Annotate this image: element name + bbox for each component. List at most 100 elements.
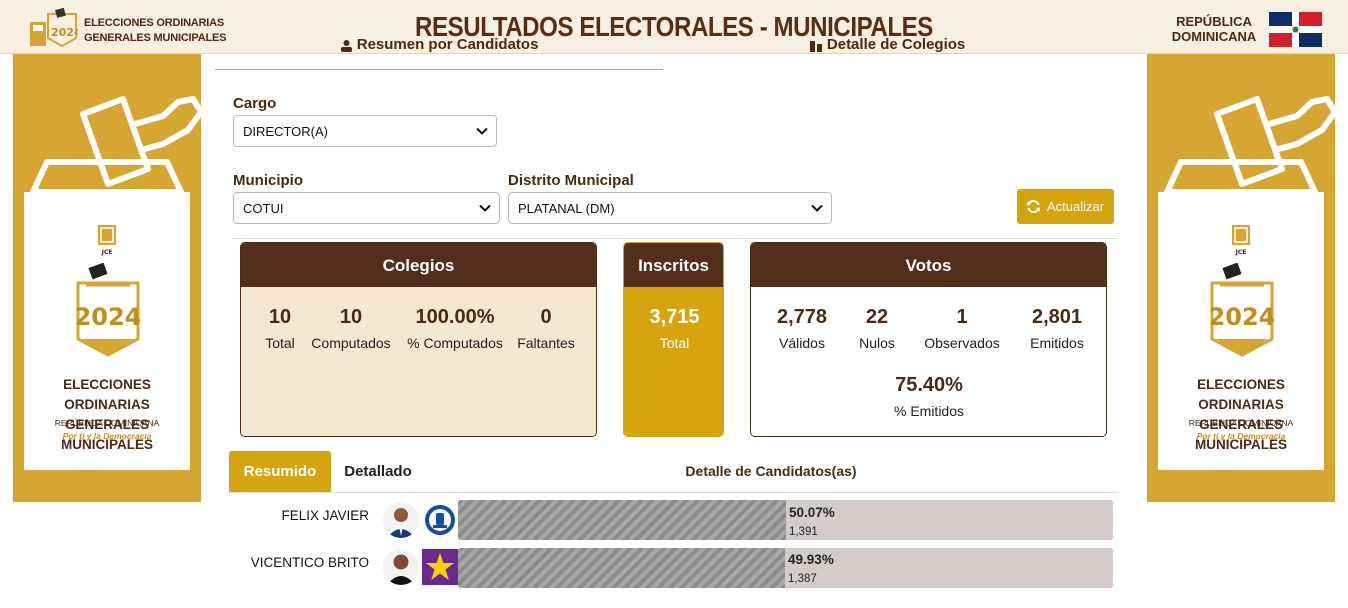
tab-detalle-colegios-label: Detalle de Colegios	[809, 36, 966, 56]
chevron-down-icon	[811, 204, 823, 212]
stat-value: 1	[956, 306, 968, 328]
section-divider	[233, 238, 1117, 239]
country-line1: REPÚBLICA	[1176, 14, 1252, 29]
side-banner-title: ELECCIONES ORDINARIAS GENERALES MUNICIPA…	[24, 375, 190, 455]
stat-value: 10	[268, 306, 292, 328]
svg-text:JCE: JCE	[101, 249, 113, 256]
party-seal-icon	[422, 502, 458, 538]
stat-label: % Computados	[407, 335, 503, 351]
stat-label: Faltantes	[517, 335, 575, 351]
refresh-icon	[1027, 200, 1040, 213]
municipio-select[interactable]: COTUI	[233, 192, 500, 224]
jce-logo-icon: JCE	[1232, 225, 1250, 256]
candidate-name: FELIX JAVIER	[281, 508, 369, 523]
svg-text:2024: 2024	[51, 26, 78, 39]
candidate-bar-fill	[458, 548, 786, 588]
page-title: RESULTADOS ELECTORALES - MUNICIPALES	[415, 11, 933, 42]
chevron-down-icon	[476, 127, 488, 135]
distrito-select-value: PLATANAL (DM)	[518, 201, 615, 216]
side-banner-card: JCE 2024 ELECCIONES ORDINARIAS GENERALES…	[1158, 197, 1324, 470]
jce-logo-icon: JCE	[98, 225, 116, 256]
side-banner-slogan: Por ti y la Democracia	[1196, 431, 1286, 441]
election-2024-logo-icon: 2024	[1210, 263, 1274, 357]
side-banner-country: REPÚBLICA DOMINICANA	[1188, 418, 1294, 428]
side-banner-line2: GENERALES MUNICIPALES	[1194, 417, 1287, 452]
country-name: REPÚBLICA DOMINICANA	[1164, 14, 1264, 44]
tab-detalle-label: Detalle de Colegios	[826, 36, 966, 53]
stat-value: 10	[339, 306, 363, 328]
cargo-select[interactable]: DIRECTOR(A)	[233, 115, 497, 147]
colegios-computados: 10 Computados	[309, 306, 393, 351]
stat-value: 22	[865, 306, 889, 328]
votos-observados: 1 Observados	[917, 306, 1007, 351]
side-banner-line1: ELECCIONES ORDINARIAS	[63, 377, 151, 412]
stat-label: % Emitidos	[893, 403, 965, 419]
chevron-down-icon	[479, 204, 491, 212]
update-button[interactable]: Actualizar	[1017, 189, 1114, 224]
side-banner-slogan: Por ti y la Democracia	[62, 431, 152, 441]
stat-value: 3,715	[649, 306, 700, 328]
inscritos-total: 3,715 Total	[624, 306, 723, 351]
party-star-icon	[422, 549, 458, 585]
header-bar: 2024 ELECCIONES ORDINARIAS GENERALES MUN…	[0, 0, 1348, 54]
stat-value: 75.40%	[895, 374, 963, 396]
distrito-select[interactable]: PLATANAL (DM)	[508, 192, 832, 224]
candidate-percent: 49.93%	[788, 552, 834, 567]
tab-resumen-candidatos[interactable]: Resumen por Candidatos	[215, 36, 663, 70]
candidate-photo-avatar	[383, 502, 419, 538]
svg-text:2024: 2024	[1210, 303, 1274, 331]
side-banner-card: JCE 2024 ELECCIONES ORDINARIAS GENERALES…	[24, 197, 190, 470]
municipio-label: Municipio	[233, 172, 303, 189]
candidates-detail-title: Detalle de Candidatos(as)	[685, 463, 857, 479]
candidate-photo-avatar	[383, 549, 419, 585]
svg-text:2024: 2024	[76, 303, 140, 331]
person-icon	[340, 40, 352, 52]
votos-pct-emitidos: 75.40% % Emitidos	[879, 374, 979, 419]
country-line2: DOMINICANA	[1171, 29, 1257, 44]
tab-detalle-colegios[interactable]: Detalle de Colegios	[663, 36, 1111, 70]
dominican-flag-icon	[1269, 12, 1322, 47]
side-banner-line1: ELECCIONES ORDINARIAS	[1197, 377, 1285, 412]
candidate-bar-track	[458, 548, 1113, 588]
tabs-underline	[229, 492, 1117, 493]
stat-value: 2,801	[1031, 306, 1083, 328]
ballot-box-icon	[24, 96, 201, 202]
stat-label: Computados	[311, 335, 391, 351]
logo-text: ELECCIONES ORDINARIAS GENERALES MUNICIPA…	[84, 16, 226, 46]
side-banner-line2: GENERALES MUNICIPALES	[60, 417, 153, 452]
side-banner-title: ELECCIONES ORDINARIAS GENERALES MUNICIPA…	[1158, 375, 1324, 455]
colegios-title: Colegios	[241, 243, 596, 287]
votos-body: 2,778 Válidos 22 Nulos 1 Observados 2,80…	[751, 287, 1106, 436]
candidate-votes: 1,391	[788, 526, 818, 538]
logo-text-line2: GENERALES MUNICIPALES	[84, 32, 227, 44]
election-logo-icon: 2024	[30, 8, 78, 48]
tab-resumido[interactable]: Resumido	[229, 451, 331, 492]
colegios-pct-computados: 100.00% % Computados	[403, 306, 507, 351]
tab-detallado[interactable]: Detallado	[344, 463, 412, 480]
logo-text-line1: ELECCIONES ORDINARIAS	[84, 17, 225, 29]
votos-nulos: 22 Nulos	[847, 306, 907, 351]
votos-title: Votos	[751, 243, 1106, 287]
ballot-box-icon	[1158, 96, 1335, 202]
colegios-card: Colegios 10 Total 10 Computados 100.00% …	[240, 242, 597, 437]
colegios-total: 10 Total	[255, 306, 305, 351]
svg-text:JCE: JCE	[1235, 249, 1247, 256]
inscritos-card: Inscritos 3,715 Total	[623, 242, 724, 437]
stat-label: Válidos	[779, 335, 825, 351]
building-icon	[809, 41, 822, 52]
candidate-bar-fill	[458, 500, 786, 540]
stat-label: Nulos	[859, 335, 895, 351]
colegios-faltantes: 0 Faltantes	[511, 306, 581, 351]
stat-value: 0	[540, 306, 552, 328]
election-2024-logo-icon: 2024	[76, 263, 140, 357]
cargo-label: Cargo	[233, 95, 277, 112]
side-banner-left: JCE 2024 ELECCIONES ORDINARIAS GENERALES…	[13, 54, 201, 502]
update-button-label: Actualizar	[1047, 199, 1105, 214]
candidate-votes: 1,387	[788, 573, 817, 585]
distrito-label: Distrito Municipal	[508, 172, 634, 189]
inscritos-title: Inscritos	[624, 243, 723, 287]
cargo-select-value: DIRECTOR(A)	[243, 124, 328, 139]
votos-card: Votos 2,778 Válidos 22 Nulos 1 Observado…	[750, 242, 1107, 437]
tab-resumen-candidatos-label: Resumen por Candidatos	[340, 36, 538, 56]
